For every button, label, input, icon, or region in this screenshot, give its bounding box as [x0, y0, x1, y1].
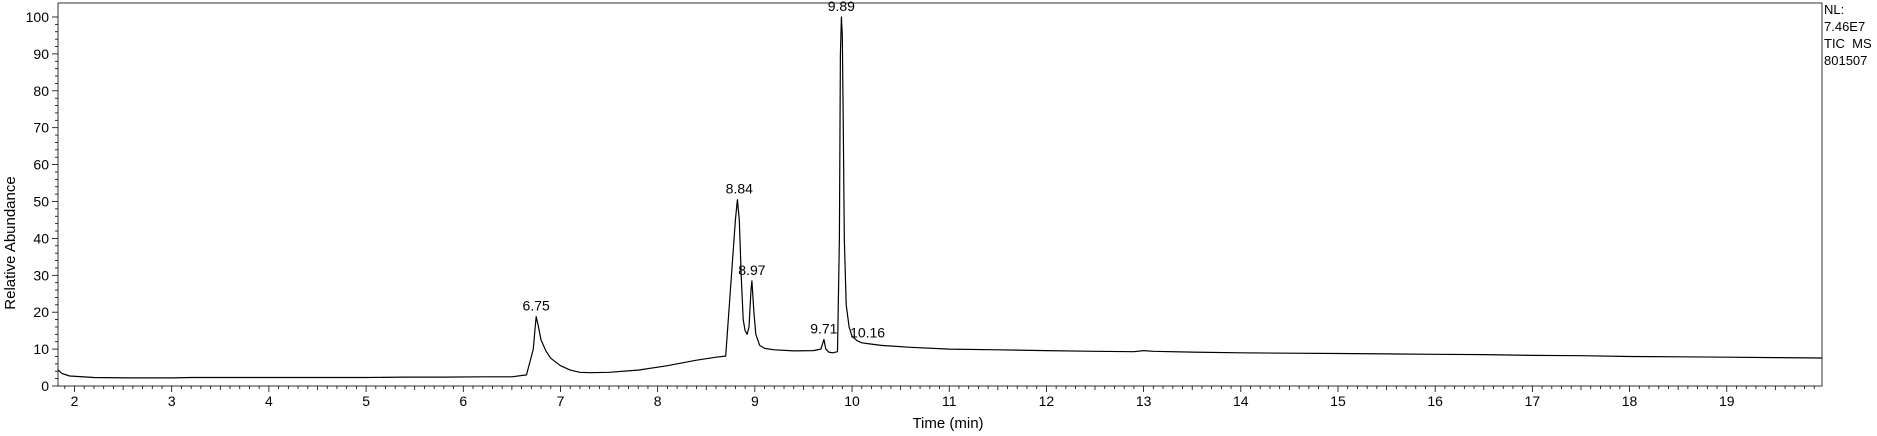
x-tick-label: 9 [751, 393, 759, 409]
x-axis: 2 3 4 5 6 7 8 9 10 11 12 13 14 15 16 17 18 19 [64, 386, 1815, 409]
y-tick-label: 0 [41, 378, 49, 394]
y-tick-label: 70 [33, 120, 49, 136]
x-tick-label: 12 [1039, 393, 1055, 409]
plot-frame [57, 2, 1823, 387]
x-tick-label: 19 [1719, 393, 1735, 409]
nl-label: NL: [1824, 2, 1844, 17]
y-tick-label: 40 [33, 230, 49, 246]
y-tick-label: 50 [33, 194, 49, 210]
x-tick-label: 15 [1330, 393, 1346, 409]
peak-label: 9.71 [810, 321, 837, 337]
x-tick-label: 7 [557, 393, 565, 409]
y-tick-label: 90 [33, 46, 49, 62]
peak-label: 8.84 [726, 181, 753, 197]
y-tick-label: 80 [33, 83, 49, 99]
x-tick-label: 11 [942, 393, 957, 409]
x-tick-label: 2 [71, 393, 79, 409]
y-tick-label: 60 [33, 157, 49, 173]
x-tick-label: 8 [654, 393, 662, 409]
x-axis-title: Time (min) [912, 415, 983, 432]
x-tick-label: 14 [1233, 393, 1249, 409]
peak-label: 8.97 [738, 262, 765, 278]
y-axis: 0 10 20 30 40 50 60 70 80 90 100 [26, 9, 58, 394]
x-tick-label: 6 [459, 393, 467, 409]
x-tick-label: 10 [844, 393, 860, 409]
tic-trace-line [57, 16, 1823, 379]
peak-label: 10.16 [850, 325, 885, 341]
x-tick-label: 3 [168, 393, 176, 409]
y-axis-title: Relative Abundance [2, 176, 19, 309]
x-tick-label: 17 [1525, 393, 1541, 409]
x-tick-label: 18 [1622, 393, 1638, 409]
y-tick-label: 100 [26, 9, 50, 25]
x-tick-label: 13 [1136, 393, 1152, 409]
x-tick-label: 5 [362, 393, 370, 409]
peak-label: 6.75 [523, 298, 550, 314]
y-tick-label: 20 [33, 304, 49, 320]
nl-value: 7.46E7 [1824, 19, 1865, 34]
peak-label: 9.89 [828, 0, 855, 14]
x-tick-label: 4 [265, 393, 273, 409]
peak-labels: 6.75 8.84 8.97 9.71 9.89 10.16 [523, 0, 886, 341]
y-tick-label: 30 [33, 267, 49, 283]
y-tick-label: 10 [33, 341, 49, 357]
trace-type: TIC MS [1824, 36, 1872, 51]
x-tick-label: 16 [1427, 393, 1443, 409]
sample-id: 801507 [1824, 53, 1867, 68]
